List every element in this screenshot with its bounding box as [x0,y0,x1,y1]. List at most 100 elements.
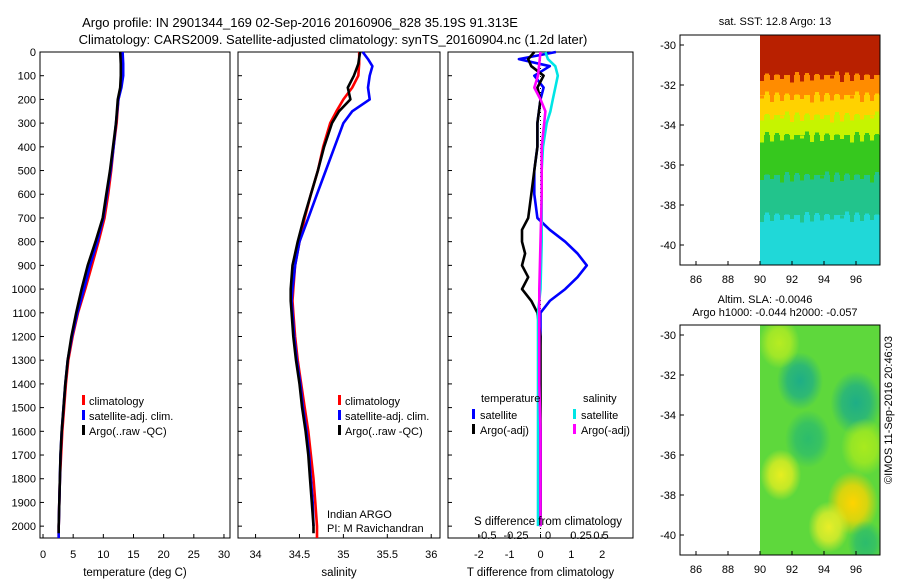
secondary-x-tick-label: 0.5 [593,530,608,542]
legend-swatch [338,425,341,435]
x-tick-label: 1 [568,549,574,561]
sst-texture [830,172,834,182]
sst-texture [820,92,824,102]
sst-texture [845,95,849,99]
sst-texture [855,132,859,142]
series-line-s-argo-adj- [532,51,547,527]
x-tick-label: 94 [818,274,830,286]
plot-frame [237,51,441,539]
sst-texture [810,73,814,81]
sst-texture [760,212,764,222]
sst-texture [770,175,774,179]
legend-label: satellite [581,410,618,422]
sst-texture [870,93,874,101]
x-tick-label: 36 [425,549,437,561]
sst-texture [760,113,764,121]
sst-texture [835,215,839,219]
sst-texture [865,133,869,141]
sst-texture [765,91,769,103]
legend-label: satellite-adj. clim. [345,411,429,423]
sst-texture [780,115,784,119]
sst-texture [850,95,854,99]
sst-texture [825,115,829,119]
x-tick-label: 86 [690,274,702,286]
y-tick-label: -32 [660,370,676,382]
y-tick-label: -38 [660,490,676,502]
x-tick-label: 86 [690,564,702,576]
sst-texture [835,94,839,100]
sst-texture [835,172,839,182]
sst-texture [855,212,859,222]
provider-annotation: Indian ARGO [327,509,392,521]
sst-texture [875,75,879,79]
sst-texture [785,75,789,79]
y-tick-label: 100 [18,71,36,83]
sst-texture [790,112,794,122]
sst-texture [810,114,814,120]
sst-texture [845,173,849,181]
legend-label: climatology [89,396,145,408]
sst-texture [820,175,824,179]
sst-texture [785,93,789,101]
y-tick-label: -36 [660,450,676,462]
figure-title-line1: Argo profile: IN 2901344_169 02-Sep-2016… [82,15,518,30]
series-line-climatology [57,52,123,538]
sla-anomaly-blob [784,410,832,468]
sst-texture [795,173,799,181]
x-tick-label: 0 [537,549,543,561]
legend-swatch [573,409,576,419]
y-tick-label: -30 [660,40,676,52]
sst-texture [865,115,869,119]
y-tick-label: -34 [660,120,676,132]
sst-texture [795,72,799,82]
x-tick-label: 30 [218,549,230,561]
sst-texture [855,174,859,180]
sst-texture [810,132,814,142]
x-tick-label: 92 [786,564,798,576]
sla-map: 86 88 90 92 94 96 -30 -32 -34 -36 -38 -40 Altim. SLA… [660,294,881,576]
y-tick-label: 1000 [12,284,36,296]
y-tick-label: -40 [660,240,676,252]
sst-texture [775,175,779,179]
legend-swatch [472,409,475,419]
sst-texture [850,113,854,121]
sst-texture [850,73,854,81]
map-field [760,35,880,265]
sst-texture [865,175,869,179]
sst-texture [850,174,854,180]
sst-texture [785,172,789,182]
series-line-t-satellite [517,50,589,527]
x-axis-label: salinity [321,567,356,579]
sst-texture [790,134,794,140]
sst-texture [770,74,774,80]
y-tick-label: -30 [660,330,676,342]
series-line-argo-raw-qc- [57,51,123,534]
y-tick-label: 300 [18,118,36,130]
x-tick-label: 35 [337,549,349,561]
legend-label: satellite-adj. clim. [89,411,173,423]
sst-texture [765,132,769,142]
x-tick-label: 34.5 [289,549,310,561]
sst-texture [860,213,864,221]
sla-title-line1: Altim. SLA: -0.0046 [718,294,813,306]
sst-texture [780,133,784,141]
sst-texture [805,131,809,143]
sst-texture [840,112,844,122]
sst-texture [825,93,829,101]
x-tick-label: 2 [599,549,605,561]
sst-texture [770,92,774,102]
x-tick-label: 96 [850,564,862,576]
sst-texture [870,133,874,141]
sla-anomaly-blob [760,449,802,501]
legend-label: Argo(-adj) [581,425,630,437]
x-tick-label: -2 [474,549,484,561]
sst-texture [780,171,784,183]
sst-texture [760,131,764,143]
legend-label: satellite [480,410,517,422]
x-tick-label: 20 [158,549,170,561]
sst-texture [790,172,794,182]
legend-swatch [82,395,85,405]
sst-texture [860,132,864,142]
legend-label: Argo(..raw -QC) [345,426,423,438]
y-tick-label: 200 [18,94,36,106]
